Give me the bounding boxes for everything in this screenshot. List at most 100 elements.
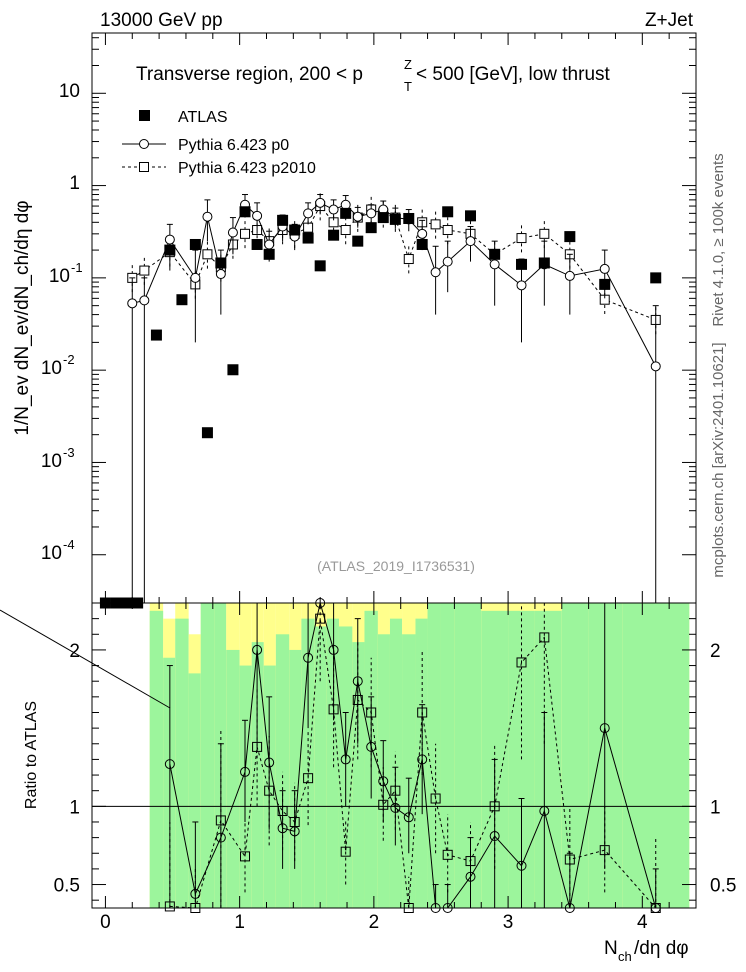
p0-point xyxy=(352,211,363,222)
ratio-xtick-label: 3 xyxy=(503,912,514,933)
ytick-exp: -3 xyxy=(63,445,75,460)
legend: ATLAS Pythia 6.423 p0 Pythia 6.423 p2010 xyxy=(122,109,316,177)
atlas-point xyxy=(189,238,201,250)
legend-atlas-label: ATLAS xyxy=(178,109,228,126)
ratio-ytick-label: 0.5 xyxy=(54,876,80,897)
p0-point xyxy=(417,228,428,239)
ratio-p0-point xyxy=(403,812,414,823)
atlas-point xyxy=(516,258,528,270)
p2010-point xyxy=(139,265,150,276)
p0-point xyxy=(366,208,377,219)
ratio-plot-panel: 0.5 0.5 1 1 2 2 0 1 2 3 4 Ratio to ATLAS N ch /dη… xyxy=(0,598,737,964)
ratio-p0-series xyxy=(0,598,661,913)
p0-point xyxy=(139,295,150,306)
atlas-point xyxy=(340,207,352,219)
atlas-point xyxy=(352,235,364,247)
p0-point xyxy=(215,269,226,280)
ratio-p0-point xyxy=(289,826,300,837)
p0-point xyxy=(430,267,441,278)
ratio-p0-point xyxy=(277,823,288,834)
atlas-point xyxy=(201,427,213,439)
p0-point xyxy=(303,208,314,219)
band-green xyxy=(275,634,290,908)
band-green xyxy=(289,649,302,908)
ratio-ytick-label-right: 0.5 xyxy=(710,876,736,897)
ratio-p0-point xyxy=(539,806,550,817)
band-green xyxy=(314,626,327,908)
band-green xyxy=(326,618,339,908)
p2010-point xyxy=(403,254,414,265)
band-green xyxy=(214,603,227,908)
atlas-point xyxy=(239,206,251,218)
ratio-p2010-point xyxy=(516,657,527,668)
ratio-ytick-label-right: 1 xyxy=(710,797,721,818)
atlas-point xyxy=(328,229,340,241)
legend-p2010-label: Pythia 6.423 p2010 xyxy=(178,160,316,177)
p2010-point xyxy=(240,228,251,239)
xlabel-main: N xyxy=(604,938,618,959)
ratio-p0-point xyxy=(328,644,339,655)
p2010-point xyxy=(442,225,453,236)
ratio-xtick-label: 2 xyxy=(369,912,380,933)
p0-point xyxy=(252,210,263,221)
p2010-point xyxy=(202,249,213,260)
title-sub: T xyxy=(404,79,412,94)
band-green xyxy=(200,603,215,908)
ratio-axis-ticks xyxy=(92,603,696,908)
band-green xyxy=(175,618,189,908)
atlas-point xyxy=(489,248,501,260)
atlas-point xyxy=(650,272,662,284)
p0-point xyxy=(564,270,575,281)
atlas-point xyxy=(365,222,377,234)
header-process-label: Z+Jet xyxy=(645,10,694,31)
ratio-p0-point xyxy=(465,871,476,882)
ytick-base: 10 xyxy=(49,266,70,287)
band-green xyxy=(226,649,240,908)
atlas-point xyxy=(176,294,188,306)
atlas-point xyxy=(314,260,326,272)
ratio-p2010-point xyxy=(430,793,441,804)
ratio-xtick-label: 4 xyxy=(637,912,648,933)
band-green xyxy=(239,665,252,908)
ytick-label-0.01: 10 -2 xyxy=(41,352,75,379)
ratio-xtick-labels: 0 1 2 3 4 xyxy=(100,912,648,933)
band-green xyxy=(389,618,403,908)
ytick-label-1: 1 xyxy=(69,173,80,194)
band-green xyxy=(251,642,264,908)
ratio-p0-point xyxy=(390,802,401,813)
title-sup: Z xyxy=(404,57,412,72)
band-green xyxy=(188,673,201,908)
ytick-exp: -2 xyxy=(63,352,75,367)
p0-point xyxy=(650,361,661,372)
offscale-connector-line xyxy=(0,609,171,709)
ytick-exp: -4 xyxy=(63,537,75,552)
atlas-point xyxy=(215,257,227,269)
ratio-p2010-point xyxy=(442,849,453,860)
ratio-ytick-labels: 0.5 0.5 1 1 2 2 xyxy=(54,641,737,897)
atlas-point xyxy=(289,224,301,236)
atlas-point xyxy=(302,232,314,244)
analysis-id-label: (ATLAS_2019_I1736531) xyxy=(317,558,475,574)
ratio-ylabel: Ratio to ATLAS xyxy=(23,701,40,809)
ytick-label-0.001: 10 -3 xyxy=(41,445,75,472)
atlas-point xyxy=(150,329,162,341)
legend-atlas-marker xyxy=(139,110,150,121)
p0-point xyxy=(127,298,138,309)
ratio-ytick-label-right: 2 xyxy=(710,641,721,662)
p2010-point xyxy=(430,219,441,230)
p2010-point xyxy=(340,225,351,236)
header-beam-label: 13000 GeV pp xyxy=(100,10,223,31)
atlas-point xyxy=(416,238,428,250)
ratio-p2010-point xyxy=(539,632,550,643)
band-green xyxy=(163,657,176,908)
atlas-point xyxy=(227,364,239,376)
ytick-label-0.1: 10 -1 xyxy=(49,260,83,287)
legend-p2010-marker xyxy=(139,162,149,172)
ratio-p0-point xyxy=(264,757,275,768)
band-green xyxy=(377,634,390,908)
plot-title: Transverse region, 200 < p Z T < 500 [Ge… xyxy=(136,57,611,94)
atlas-data-series xyxy=(99,206,662,609)
atlas-point xyxy=(538,257,550,269)
p0-point xyxy=(190,272,201,283)
